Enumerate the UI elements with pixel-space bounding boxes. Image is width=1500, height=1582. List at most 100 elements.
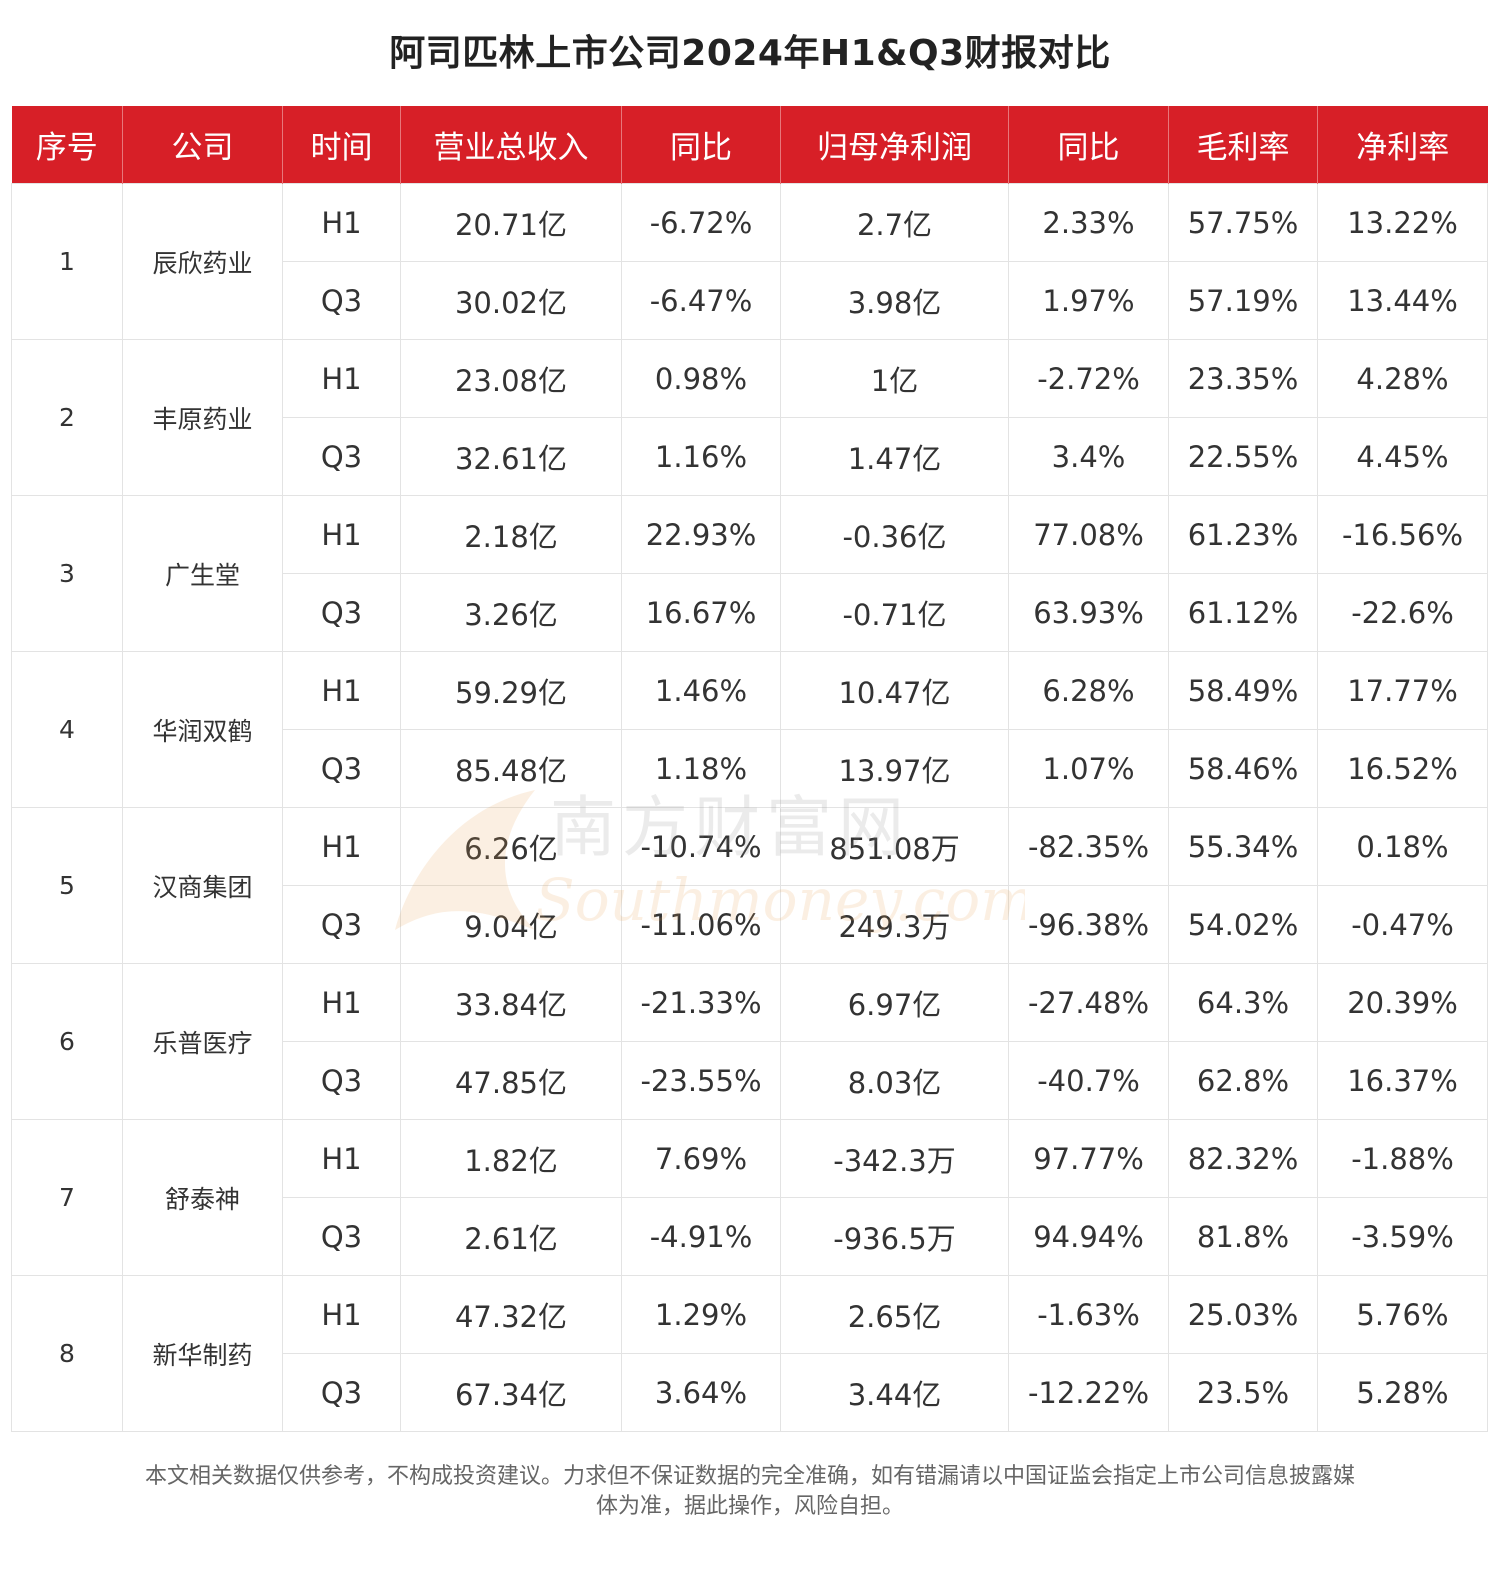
period-cell: H1 xyxy=(282,651,401,730)
net-profit-cell: -936.5万 xyxy=(780,1197,1009,1276)
revenue-yoy-cell: 22.93% xyxy=(621,495,781,574)
header-net-margin: 净利率 xyxy=(1317,106,1488,184)
net-margin-cell: -3.59% xyxy=(1317,1197,1488,1276)
net-profit-cell: 10.47亿 xyxy=(780,651,1009,730)
profit-yoy-cell: -12.22% xyxy=(1008,1353,1169,1432)
index-cell: 6 xyxy=(11,963,123,1120)
table-row: 2 丰原药业 H1 23.08亿 0.98% 1亿 -2.72% 23.35% 4.28% xyxy=(11,339,1488,496)
revenue-yoy-cell: 16.67% xyxy=(621,573,781,652)
revenue-cell: 1.82亿 xyxy=(400,1119,622,1198)
revenue-yoy-cell: 3.64% xyxy=(621,1353,781,1432)
net-profit-cell: 6.97亿 xyxy=(780,963,1009,1042)
gross-margin-cell: 23.35% xyxy=(1168,339,1318,418)
header-company: 公司 xyxy=(122,106,283,184)
profit-yoy-cell: -96.38% xyxy=(1008,885,1169,964)
revenue-yoy-cell: -23.55% xyxy=(621,1041,781,1120)
profit-yoy-cell: 3.4% xyxy=(1008,417,1169,496)
net-margin-cell: 13.44% xyxy=(1317,261,1488,340)
revenue-cell: 3.26亿 xyxy=(400,573,622,652)
net-profit-cell: -0.71亿 xyxy=(780,573,1009,652)
gross-margin-cell: 64.3% xyxy=(1168,963,1318,1042)
period-cell: Q3 xyxy=(282,573,401,652)
net-margin-cell: 0.18% xyxy=(1317,807,1488,886)
financial-table: 序号 公司 时间 营业总收入 同比 归母净利润 同比 毛利率 净利率 1 辰欣药业… xyxy=(11,106,1488,1432)
header-revenue-yoy: 同比 xyxy=(621,106,781,184)
gross-margin-cell: 58.46% xyxy=(1168,729,1318,808)
table-row: Q3 3.26亿 16.67% -0.71亿 63.93% 61.12% -22.6% xyxy=(12,573,1488,652)
revenue-cell: 33.84亿 xyxy=(400,963,622,1042)
header-gross-margin: 毛利率 xyxy=(1168,106,1318,184)
gross-margin-cell: 81.8% xyxy=(1168,1197,1318,1276)
net-margin-cell: -0.47% xyxy=(1317,885,1488,964)
net-margin-cell: -22.6% xyxy=(1317,573,1488,652)
page-title: 阿司匹林上市公司2024年H1&Q3财报对比 xyxy=(389,33,1111,74)
net-margin-cell: 20.39% xyxy=(1317,963,1488,1042)
period-cell: H1 xyxy=(282,183,401,262)
company-cell: 舒泰神 xyxy=(122,1119,283,1276)
table-row: Q3 2.61亿 -4.91% -936.5万 94.94% 81.8% -3.59% xyxy=(12,1197,1488,1276)
net-profit-cell: 13.97亿 xyxy=(780,729,1009,808)
period-cell: H1 xyxy=(282,339,401,418)
profit-yoy-cell: -82.35% xyxy=(1008,807,1169,886)
revenue-yoy-cell: -11.06% xyxy=(621,885,781,964)
revenue-yoy-cell: -6.72% xyxy=(621,183,781,262)
gross-margin-cell: 62.8% xyxy=(1168,1041,1318,1120)
gross-margin-cell: 82.32% xyxy=(1168,1119,1318,1198)
header-net-profit: 归母净利润 xyxy=(780,106,1009,184)
net-profit-cell: 1.47亿 xyxy=(780,417,1009,496)
profit-yoy-cell: -27.48% xyxy=(1008,963,1169,1042)
header-profit-yoy: 同比 xyxy=(1008,106,1169,184)
table-body: 1 辰欣药业 H1 20.71亿 -6.72% 2.7亿 2.33% 57.75% 13.22%… xyxy=(11,183,1488,1432)
disclaimer: 本文相关数据仅供参考，不构成投资建议。力求但不保证数据的完全准确，如有错漏请以中… xyxy=(20,1462,1480,1522)
revenue-yoy-cell: 1.16% xyxy=(621,417,781,496)
revenue-cell: 20.71亿 xyxy=(400,183,622,262)
table-row: Q3 9.04亿 -11.06% 249.3万 -96.38% 54.02% -0.47% xyxy=(12,885,1488,964)
profit-yoy-cell: 77.08% xyxy=(1008,495,1169,574)
table-row: Q3 32.61亿 1.16% 1.47亿 3.4% 22.55% 4.45% xyxy=(12,417,1488,496)
net-margin-cell: 17.77% xyxy=(1317,651,1488,730)
table-row: Q3 67.34亿 3.64% 3.44亿 -12.22% 23.5% 5.28% xyxy=(12,1353,1488,1432)
index-cell: 8 xyxy=(11,1275,123,1432)
net-margin-cell: 16.37% xyxy=(1317,1041,1488,1120)
table-row: 8 新华制药 H1 47.32亿 1.29% 2.65亿 -1.63% 25.03% 5.76% xyxy=(11,1275,1488,1432)
revenue-cell: 47.85亿 xyxy=(400,1041,622,1120)
header-period: 时间 xyxy=(282,106,401,184)
table-row: 3 广生堂 H1 2.18亿 22.93% -0.36亿 77.08% 61.23% -16.5… xyxy=(11,495,1488,652)
table-row: 4 华润双鹤 H1 59.29亿 1.46% 10.47亿 6.28% 58.49% 17.77… xyxy=(11,651,1488,808)
company-cell: 辰欣药业 xyxy=(122,183,283,340)
gross-margin-cell: 61.12% xyxy=(1168,573,1318,652)
revenue-cell: 30.02亿 xyxy=(400,261,622,340)
gross-margin-cell: 22.55% xyxy=(1168,417,1318,496)
header-index: 序号 xyxy=(11,106,123,184)
revenue-yoy-cell: 7.69% xyxy=(621,1119,781,1198)
revenue-yoy-cell: -4.91% xyxy=(621,1197,781,1276)
revenue-cell: 85.48亿 xyxy=(400,729,622,808)
net-margin-cell: -1.88% xyxy=(1317,1119,1488,1198)
period-cell: Q3 xyxy=(282,1041,401,1120)
profit-yoy-cell: 1.07% xyxy=(1008,729,1169,808)
revenue-cell: 9.04亿 xyxy=(400,885,622,964)
net-profit-cell: 2.65亿 xyxy=(780,1275,1009,1354)
net-profit-cell: 1亿 xyxy=(780,339,1009,418)
company-cell: 新华制药 xyxy=(122,1275,283,1432)
period-cell: H1 xyxy=(282,807,401,886)
profit-yoy-cell: -40.7% xyxy=(1008,1041,1169,1120)
net-profit-cell: 8.03亿 xyxy=(780,1041,1009,1120)
revenue-yoy-cell: -6.47% xyxy=(621,261,781,340)
gross-margin-cell: 58.49% xyxy=(1168,651,1318,730)
revenue-yoy-cell: 1.46% xyxy=(621,651,781,730)
net-margin-cell: -16.56% xyxy=(1317,495,1488,574)
net-margin-cell: 4.45% xyxy=(1317,417,1488,496)
revenue-yoy-cell: 0.98% xyxy=(621,339,781,418)
table-row: 1 辰欣药业 H1 20.71亿 -6.72% 2.7亿 2.33% 57.75% 13.22% xyxy=(11,183,1488,340)
table-row: 6 乐普医疗 H1 33.84亿 -21.33% 6.97亿 -27.48% 64.3% 20.… xyxy=(11,963,1488,1120)
net-profit-cell: 2.7亿 xyxy=(780,183,1009,262)
net-profit-cell: 249.3万 xyxy=(780,885,1009,964)
revenue-cell: 32.61亿 xyxy=(400,417,622,496)
revenue-yoy-cell: 1.18% xyxy=(621,729,781,808)
net-profit-cell: 3.98亿 xyxy=(780,261,1009,340)
revenue-yoy-cell: 1.29% xyxy=(621,1275,781,1354)
gross-margin-cell: 25.03% xyxy=(1168,1275,1318,1354)
revenue-cell: 2.61亿 xyxy=(400,1197,622,1276)
table-header-row: 序号 公司 时间 营业总收入 同比 归母净利润 同比 毛利率 净利率 xyxy=(11,106,1488,184)
